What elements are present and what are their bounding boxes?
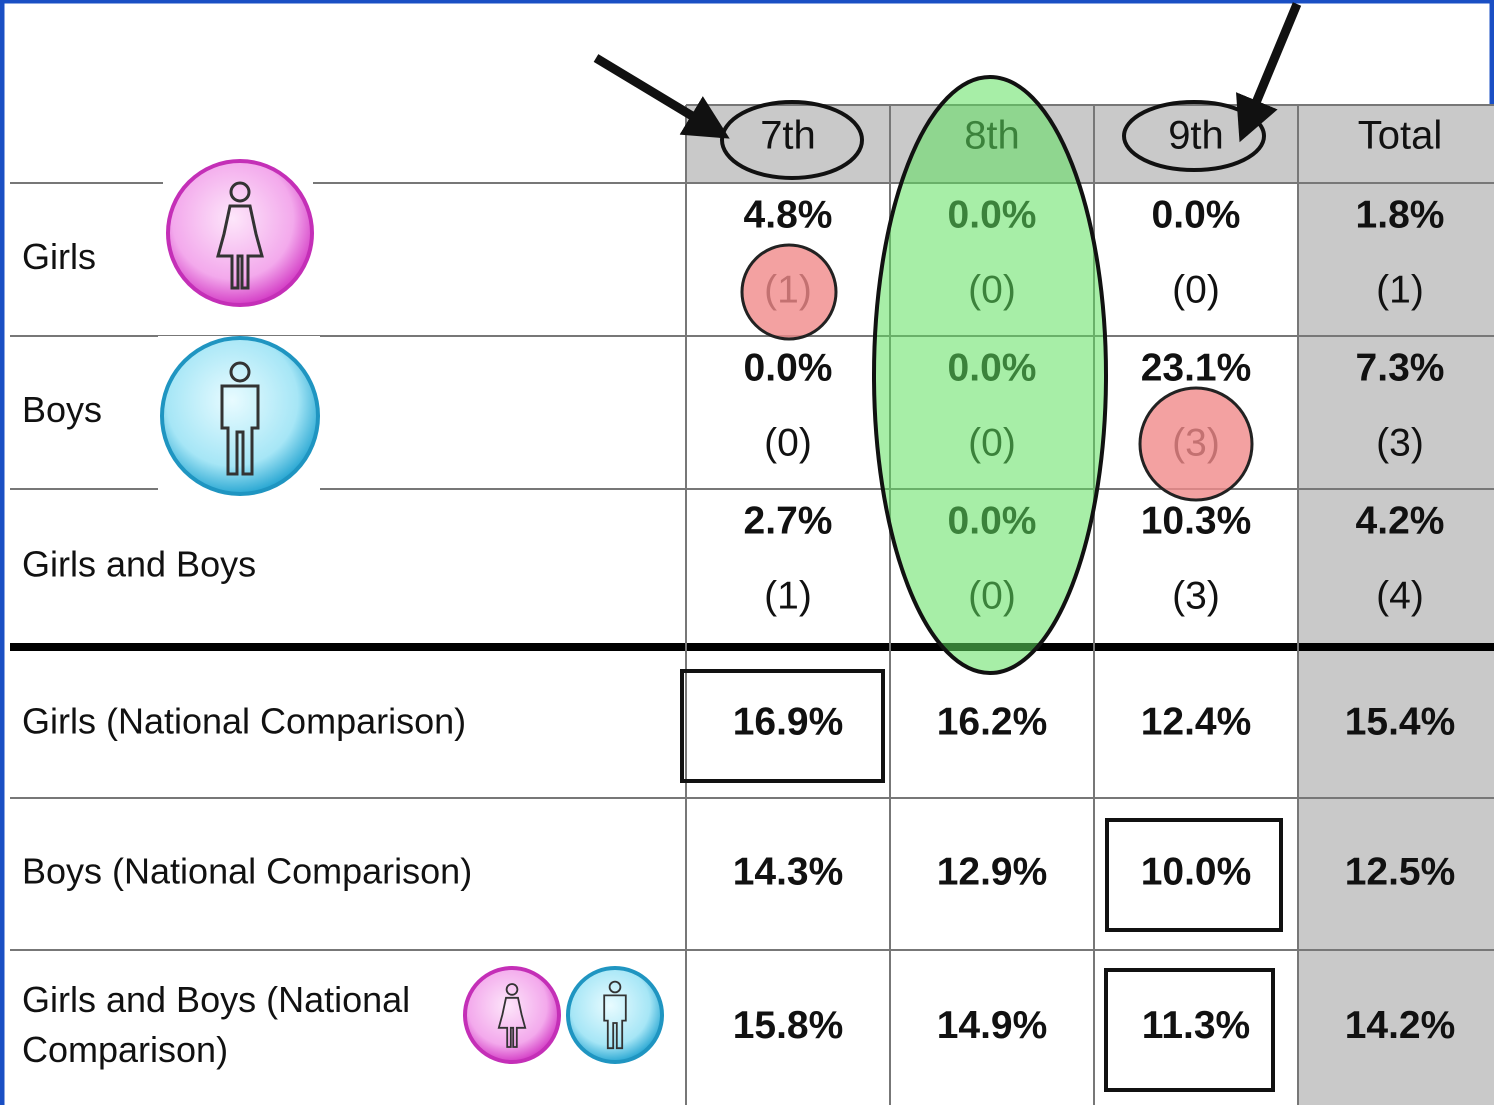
- row-label: Girls and Boys: [22, 544, 256, 585]
- percent: 23.1%: [1141, 346, 1252, 389]
- percent: 4.2%: [1356, 499, 1445, 542]
- percent: 12.9%: [937, 850, 1048, 893]
- count: (0): [1172, 268, 1220, 311]
- row-label: Boys (National Comparison): [22, 851, 472, 892]
- count: (3): [1172, 574, 1220, 617]
- percent: 0.0%: [1152, 193, 1241, 236]
- percent: 4.8%: [744, 193, 833, 236]
- highlight-circle: [740, 243, 838, 341]
- girl-icon: [166, 159, 314, 307]
- percent: 10.0%: [1141, 850, 1252, 893]
- row-label: Girls: [22, 236, 96, 277]
- row-label: Boys: [22, 389, 102, 430]
- percent: 16.9%: [733, 700, 844, 743]
- count: (4): [1376, 574, 1424, 617]
- percent: 1.8%: [1356, 193, 1445, 236]
- row-label: Girls (National Comparison): [22, 701, 466, 742]
- row-label: Comparison): [22, 1029, 228, 1070]
- girl-icon-small: [463, 966, 561, 1064]
- boy-icon: [160, 336, 320, 496]
- highlight-circle: [1138, 386, 1254, 502]
- boy-icon-small: [566, 966, 664, 1064]
- arrow: [593, 54, 730, 139]
- header-ellipse: [720, 100, 864, 180]
- percent: 12.4%: [1141, 700, 1252, 743]
- highlight-box: [680, 669, 885, 783]
- percent: 14.9%: [937, 1004, 1048, 1047]
- highlight-box: [1104, 968, 1275, 1092]
- percent: 15.8%: [733, 1004, 844, 1047]
- percent: 14.2%: [1345, 1004, 1456, 1047]
- column-header: Total: [1358, 114, 1443, 158]
- percent: 14.3%: [733, 850, 844, 893]
- percent: 0.0%: [744, 346, 833, 389]
- column-header: 9th: [1168, 114, 1224, 158]
- count: (0): [764, 421, 812, 464]
- highlight-box: [1105, 818, 1283, 932]
- column-header: 7th: [760, 114, 816, 158]
- percent: 11.3%: [1142, 1004, 1250, 1047]
- percent: 15.4%: [1345, 700, 1456, 743]
- count: (3): [1376, 421, 1424, 464]
- count: (1): [764, 574, 812, 617]
- percent: 7.3%: [1356, 346, 1445, 389]
- row-label: Girls and Boys (National: [22, 979, 410, 1020]
- count: (1): [1376, 268, 1424, 311]
- percent: 12.5%: [1345, 850, 1456, 893]
- percent: 2.7%: [744, 499, 833, 542]
- highlight-ellipse: [872, 75, 1108, 675]
- percent: 10.3%: [1141, 499, 1252, 542]
- percent: 16.2%: [937, 700, 1048, 743]
- total-bg: [1298, 105, 1494, 1105]
- arrow: [1236, 2, 1302, 143]
